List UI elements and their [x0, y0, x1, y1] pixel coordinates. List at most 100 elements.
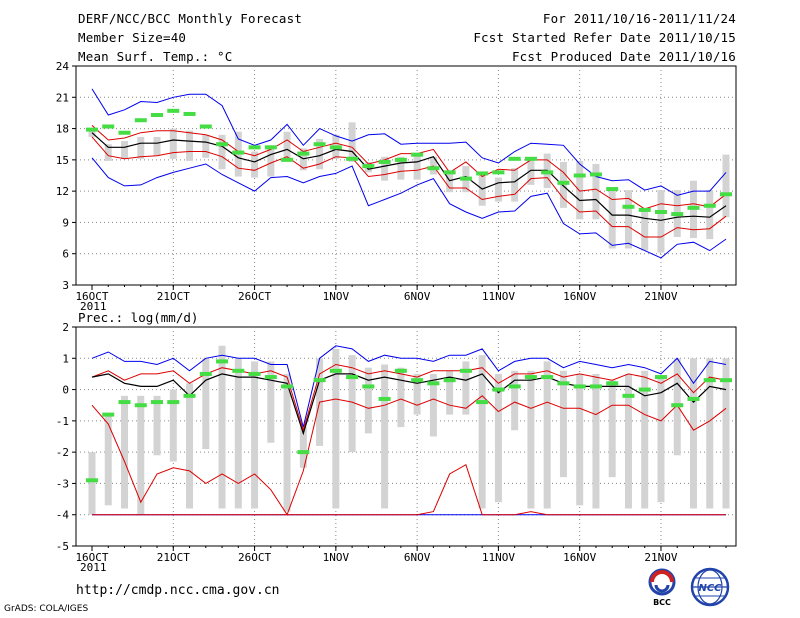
ncc-logo-text: NCC [698, 583, 722, 594]
climate-marker [557, 180, 570, 185]
ensemble-box [104, 144, 112, 161]
ensemble-box [186, 383, 194, 509]
x-tick-label: 16OCT [75, 551, 108, 564]
ensemble-box [332, 348, 340, 509]
x-tick-label: 1NOV [323, 551, 350, 564]
climate-marker [86, 478, 98, 483]
climate-marker [281, 384, 294, 389]
ensemble-box [527, 159, 535, 185]
climate-marker [524, 156, 537, 161]
source-url[interactable]: http://cmdp.ncc.cma.gov.cn [76, 583, 280, 598]
ensemble-box [559, 161, 567, 208]
climate-marker [313, 142, 326, 147]
x-tick-label: 1NOV [323, 290, 350, 303]
plot-frame [75, 65, 737, 286]
series-min-red [92, 463, 726, 516]
ensemble-box [608, 380, 616, 478]
ensemble-box [462, 361, 470, 415]
ensemble-box [186, 130, 194, 161]
ensemble-box [527, 370, 535, 509]
ensemble-box [722, 358, 730, 509]
ensemble-box [267, 361, 275, 443]
climate-marker [118, 400, 131, 405]
climate-marker [378, 396, 391, 401]
ensemble-box [121, 141, 129, 159]
x-tick-label: 26OCT [238, 290, 271, 303]
ncc-logo: NCC [690, 567, 730, 607]
ensemble-box [137, 136, 145, 159]
x-tick-label: 11NOV [482, 551, 515, 564]
ensemble-box [478, 355, 486, 509]
refer-date: Fcst Started Refer Date 2011/10/15 [473, 30, 736, 45]
x-tick-label: 16NOV [563, 551, 596, 564]
ensemble-box [104, 414, 112, 506]
forecast-period: For 2011/10/16-2011/11/24 [542, 11, 736, 26]
climate-marker [183, 393, 196, 398]
climate-marker [411, 378, 424, 383]
climate-marker [622, 393, 635, 398]
climate-marker [199, 124, 212, 129]
ensemble-box [592, 373, 600, 509]
climate-marker [459, 176, 472, 181]
ensemble-box [169, 389, 177, 462]
ensemble-box [429, 373, 437, 437]
ensemble-box [592, 164, 600, 220]
ensemble-box [446, 370, 454, 415]
series-p90 [91, 125, 727, 210]
ensemble-box [348, 355, 356, 453]
member-size: Member Size=40 [78, 30, 187, 45]
y-tick-label: 21 [56, 91, 69, 104]
climate-marker [346, 156, 359, 161]
climate-marker [654, 375, 667, 380]
ensemble-box [543, 361, 551, 509]
climate-marker [151, 400, 164, 405]
climate-marker [427, 166, 440, 171]
climate-marker [720, 192, 732, 197]
climate-marker [476, 171, 489, 176]
y-tick-label: 18 [56, 123, 69, 136]
ensemble-box [169, 128, 177, 159]
ensemble-box [722, 154, 730, 218]
ensemble-box [511, 168, 519, 202]
ensemble-box [299, 427, 307, 468]
x-tick-label: 6NOV [404, 551, 431, 564]
chart-title: DERF/NCC/BCC Monthly Forecast [78, 11, 303, 26]
ensemble-box [624, 190, 632, 249]
climate-marker [508, 156, 521, 161]
ensemble-box [446, 173, 454, 193]
x-tick-label: 21NOV [644, 290, 677, 303]
climate-marker [167, 108, 180, 113]
climate-marker [313, 378, 326, 383]
x-tick-label: 6NOV [404, 290, 431, 303]
climate-marker [329, 145, 342, 150]
climate-marker [362, 164, 375, 169]
y-tick-label: 9 [62, 216, 69, 229]
y-tick-label: -2 [56, 446, 69, 459]
climate-marker [671, 212, 684, 217]
climate-marker [118, 130, 131, 135]
climate-marker [297, 450, 310, 455]
ensemble-box [706, 190, 714, 240]
climate-marker [216, 142, 229, 147]
climate-marker [687, 396, 700, 401]
climate-marker [86, 127, 98, 132]
ensemble-box [641, 207, 649, 251]
climate-marker [622, 204, 635, 209]
ensemble-box [121, 395, 129, 509]
climate-marker [216, 359, 229, 364]
y-tick-label: 0 [62, 384, 69, 397]
climate-marker [524, 375, 537, 380]
climate-marker [589, 384, 602, 389]
climate-marker [492, 387, 505, 392]
ensemble-box [608, 190, 616, 249]
climate-marker [232, 368, 245, 373]
climate-marker [606, 381, 619, 386]
ensemble-box [657, 190, 665, 253]
series-min [91, 157, 727, 259]
y-tick-label: 1 [62, 352, 69, 365]
series-max [91, 88, 727, 196]
variable-label: Mean Surf. Temp.: °C [78, 49, 233, 64]
climate-marker [557, 381, 570, 386]
ensemble-box [657, 377, 665, 503]
y-tick-label: 15 [56, 154, 69, 167]
